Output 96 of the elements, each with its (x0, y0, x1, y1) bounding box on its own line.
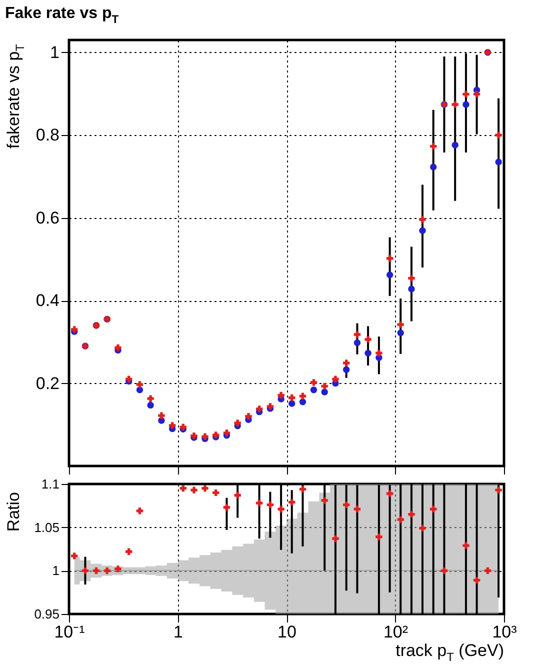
x-tick-label: 10² (383, 622, 408, 642)
x-tick-label: 10 (278, 622, 296, 642)
point (452, 142, 458, 148)
point (288, 400, 296, 407)
point (419, 216, 426, 223)
point (354, 506, 361, 512)
point (397, 321, 404, 328)
y-tick-label: 1 (50, 42, 60, 62)
point (376, 534, 382, 540)
y-axis-title: fakerate vs pT (4, 44, 28, 149)
point (321, 388, 328, 396)
point (462, 542, 470, 549)
point (462, 101, 470, 108)
point (299, 486, 306, 493)
point (147, 402, 154, 409)
point (430, 164, 437, 170)
point (223, 504, 230, 511)
y-tick-label: 0.2 (36, 374, 60, 393)
point (430, 142, 437, 150)
point (136, 508, 144, 514)
point (256, 500, 263, 506)
point (245, 413, 252, 420)
x-tick-label: 10⁻¹ (54, 622, 86, 642)
x-tick-label: 1 (174, 622, 183, 642)
point (332, 535, 339, 542)
point (125, 376, 132, 382)
point (386, 255, 394, 262)
point (234, 420, 241, 426)
x-tick-label: 10³ (492, 622, 518, 642)
point (202, 484, 208, 492)
point (212, 489, 220, 496)
point (147, 395, 154, 402)
point (462, 90, 470, 98)
point (321, 382, 328, 390)
point (71, 552, 78, 560)
y-tick-label: 0.6 (36, 208, 60, 228)
point (136, 381, 144, 388)
point (364, 336, 372, 343)
y-tick-label: 1.1 (41, 476, 60, 492)
point (278, 392, 284, 399)
point (386, 490, 394, 497)
point (364, 350, 372, 356)
point (168, 422, 176, 429)
point (408, 286, 415, 292)
point (386, 272, 394, 278)
y-tick-label: 0.8 (36, 126, 60, 145)
point (321, 497, 328, 504)
point (473, 576, 480, 584)
point (299, 392, 306, 400)
point (484, 567, 492, 574)
point (82, 567, 89, 574)
point (452, 101, 458, 108)
point (430, 506, 437, 512)
point (332, 376, 339, 382)
point (419, 227, 426, 234)
point (495, 158, 502, 166)
point (202, 433, 208, 440)
point (299, 398, 306, 406)
point (376, 350, 382, 356)
point (278, 506, 284, 512)
point (310, 386, 318, 394)
point (495, 132, 502, 138)
point (342, 360, 350, 366)
point (104, 567, 110, 574)
y-axis-title: Ratio (4, 492, 23, 532)
y-tick-label: 1.05 (34, 520, 60, 535)
point (397, 329, 404, 336)
point (342, 501, 350, 508)
point (288, 394, 296, 402)
point (342, 366, 350, 373)
point (408, 274, 415, 282)
point (440, 567, 448, 574)
y-tick-label: 1 (52, 563, 60, 578)
point (180, 424, 186, 430)
point (223, 430, 230, 436)
point (256, 406, 263, 412)
point (288, 498, 296, 506)
point (310, 379, 318, 386)
y-tick-label: 0.95 (34, 606, 60, 622)
point (180, 484, 186, 492)
point (473, 90, 480, 98)
point (92, 567, 100, 574)
point (114, 566, 122, 572)
point (114, 344, 122, 352)
point (397, 516, 404, 523)
point (354, 331, 361, 338)
point (234, 492, 241, 499)
point (190, 486, 198, 494)
y-tick-label: 0.4 (36, 291, 60, 310)
point (419, 524, 426, 532)
point (408, 510, 415, 518)
point (354, 339, 361, 346)
point (158, 412, 165, 419)
point (266, 501, 274, 508)
point (125, 548, 132, 555)
point (495, 486, 502, 494)
